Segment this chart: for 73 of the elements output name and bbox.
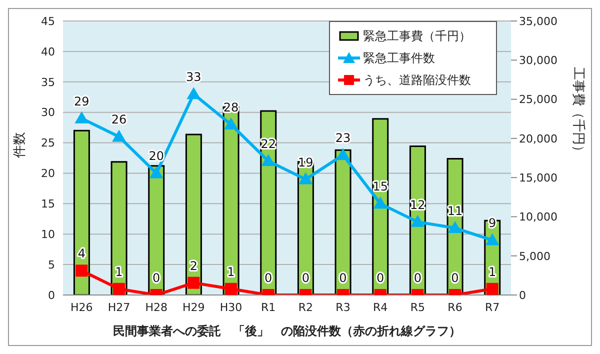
y2-tick-label: 15,000 <box>519 171 558 184</box>
point <box>224 118 238 130</box>
point <box>112 130 126 142</box>
data-label: 23 <box>335 130 351 145</box>
x-axis-title: 民間事業者への委託 「後」 の陥没件数（赤の折れ線グラフ） <box>113 324 461 338</box>
data-label: 0 <box>152 271 160 285</box>
point <box>74 111 89 124</box>
x-tick-label: R5 <box>410 300 425 314</box>
data-label: 20 <box>148 149 164 164</box>
point <box>448 221 462 234</box>
bar <box>185 134 202 295</box>
x-tick-label: H28 <box>145 300 168 314</box>
y2-tick-label: 35,000 <box>519 14 558 28</box>
y-tick-label: 45 <box>41 14 55 28</box>
point <box>373 196 388 209</box>
data-label: 11 <box>447 204 463 218</box>
data-label: 12 <box>410 198 426 212</box>
y-tick-label: 20 <box>41 167 55 180</box>
y-tick-label: 0 <box>48 288 55 302</box>
data-label: 33 <box>186 70 202 84</box>
data-label: 0 <box>339 271 347 285</box>
y-tick-label: 40 <box>41 45 55 58</box>
point <box>186 87 201 100</box>
y2-tick-label: 5,000 <box>519 250 550 263</box>
y-tick-label: 35 <box>41 76 55 89</box>
data-label: 26 <box>111 112 127 127</box>
x-tick-label: R4 <box>373 300 388 314</box>
x-tick-label: H27 <box>108 300 130 314</box>
legend-label: 緊急工事件数 <box>363 50 435 67</box>
bar <box>73 130 90 295</box>
x-tick-label: R1 <box>261 300 276 314</box>
x-tick-label: H30 <box>220 300 242 314</box>
y-axis-title: 件数 <box>12 132 28 158</box>
y2-tick-label: 0 <box>519 288 526 302</box>
y-tick-label: 5 <box>48 258 55 272</box>
data-label: 15 <box>372 180 388 194</box>
y2-tick-label: 25,000 <box>519 93 558 106</box>
legend-label: 緊急工事費（千円） <box>363 28 471 45</box>
point <box>261 154 276 166</box>
data-label: 1 <box>115 264 123 279</box>
y2-tick-label: 20,000 <box>519 132 558 146</box>
x-tick-label: R6 <box>448 300 462 314</box>
y2-axis-title: 工事費（千円） <box>570 67 586 158</box>
x-tick-label: R3 <box>336 300 350 314</box>
data-label: 4 <box>78 246 86 261</box>
y2-tick-label: 30,000 <box>519 54 558 68</box>
x-tick-label: R7 <box>485 300 500 314</box>
data-label: 0 <box>264 271 272 285</box>
point <box>149 166 164 178</box>
bar <box>334 149 352 295</box>
data-label: 2 <box>190 258 198 273</box>
data-label: 29 <box>74 94 90 108</box>
y-tick-label: 15 <box>41 198 55 211</box>
point <box>336 148 350 160</box>
point <box>298 172 313 184</box>
legend-label: うち、道路陥没件数 <box>363 72 471 89</box>
data-label: 1 <box>227 264 235 279</box>
x-tick-label: H26 <box>70 300 93 314</box>
data-label: 0 <box>302 271 310 285</box>
bar <box>110 161 128 295</box>
point <box>410 214 425 227</box>
data-label: 0 <box>376 271 384 285</box>
data-label: 0 <box>451 271 459 285</box>
data-label: 22 <box>260 137 276 152</box>
y-tick-label: 30 <box>41 106 55 120</box>
point <box>485 233 500 246</box>
y-tick-label: 25 <box>41 136 55 150</box>
x-tick-label: R2 <box>298 300 313 314</box>
data-label: 1 <box>488 264 496 279</box>
y-tick-label: 10 <box>41 228 55 242</box>
y2-tick-label: 10,000 <box>519 210 558 224</box>
data-label: 0 <box>414 271 422 285</box>
x-tick-label: H29 <box>182 300 205 314</box>
